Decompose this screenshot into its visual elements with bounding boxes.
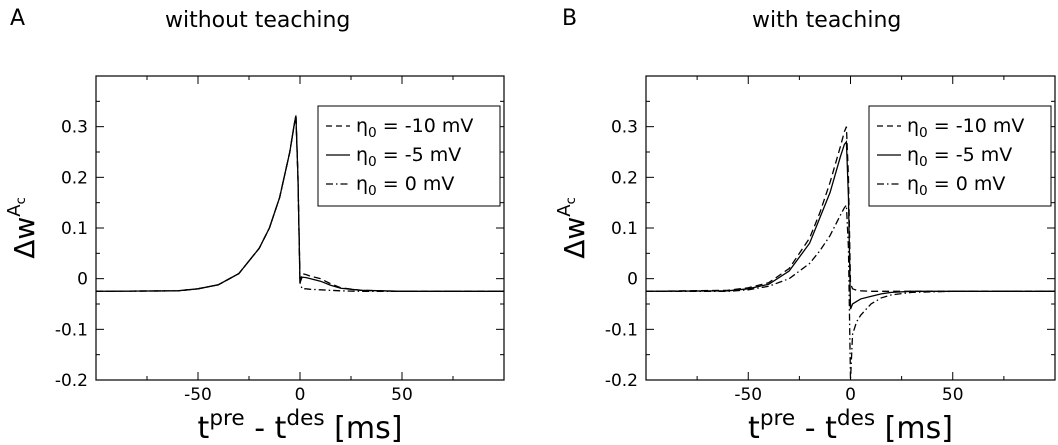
series-line-dashdot [96, 115, 504, 292]
y-tick-label: 0 [77, 270, 88, 290]
panel-letter-a: A [10, 6, 26, 31]
y-tick-label: -0.2 [55, 371, 88, 391]
legend-box [868, 105, 1052, 207]
x-tick-label: -50 [184, 385, 212, 405]
y-axis-label: ΔwAc [554, 197, 591, 259]
x-axis-label: tpre​ - tdes​ [ms] [748, 406, 953, 445]
panel-title-b: with teaching [752, 8, 902, 33]
y-tick-label: -0.2 [605, 371, 638, 391]
chart-panel-a: -50 0 50 -0.2 -0.1 0 0.1 0.2 0.3 tpre​ - tdes​ [m… [4, 75, 505, 445]
legend-entry-label: η0 = 0 mV [356, 173, 454, 199]
x-tick-label: 0 [845, 385, 856, 405]
x-tick-label: 50 [391, 385, 413, 405]
y-tick-label: 0.3 [611, 118, 638, 138]
panel-letter-b: B [562, 6, 578, 31]
y-tick-label: 0.2 [611, 168, 638, 188]
y-axis-label: ΔwAc [4, 197, 41, 259]
y-tick-label: 0.2 [61, 168, 88, 188]
legend-entry-label: η0 = 0 mV [907, 173, 1005, 199]
legend-box [317, 105, 501, 207]
legend-entry-label: η0 = -5 mV [907, 144, 1012, 170]
series-line-dashdot [646, 203, 1055, 380]
series-line-dashed [646, 126, 1055, 292]
y-tick-label: 0 [627, 270, 638, 290]
y-tick-label: -0.1 [605, 320, 638, 340]
y-tick-label: 0.1 [61, 219, 88, 239]
x-tick-label: 50 [942, 385, 964, 405]
chart-panel-b: -50 0 50 -0.2 -0.1 0 0.1 0.2 0.3 tpre​ - tdes​ [m… [554, 75, 1056, 445]
y-tick-label: 0.1 [611, 219, 638, 239]
y-tick-label: 0.3 [61, 118, 88, 138]
legend-entry-label: η0 = -5 mV [356, 144, 461, 170]
series-line-solid [646, 140, 1055, 310]
x-tick-label: 0 [295, 385, 306, 405]
x-tick-label: -50 [734, 385, 762, 405]
x-axis-label: tpre​ - tdes​ [ms] [198, 406, 403, 445]
legend-entry-label: η0 = -10 mV [907, 115, 1024, 141]
y-tick-label: -0.1 [55, 320, 88, 340]
legend-entry-label: η0 = -10 mV [356, 115, 473, 141]
panel-title-a: without teaching [165, 8, 351, 33]
